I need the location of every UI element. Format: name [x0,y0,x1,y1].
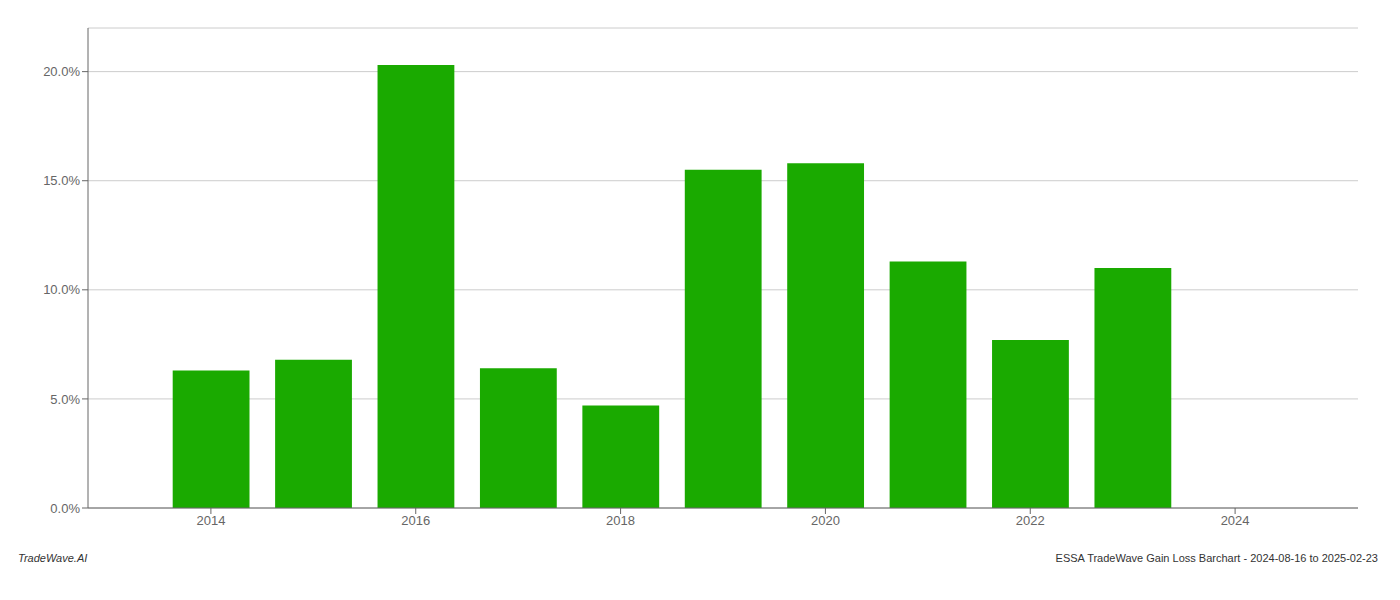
svg-text:20.0%: 20.0% [43,64,80,79]
html-text:ESSA TradeWave Gain Loss Barch: ESSA TradeWave Gain Loss Barchart - 2024… [1055,552,1378,564]
svg-text:2022: 2022 [1016,513,1045,528]
svg-text:2014: 2014 [196,513,225,528]
svg-text:2024: 2024 [1221,513,1250,528]
svg-text:0.0%: 0.0% [50,501,80,516]
html-text:TradeWave.AI: TradeWave.AI [18,552,88,564]
svg-text:10.0%: 10.0% [43,282,80,297]
svg-text:2020: 2020 [811,513,840,528]
svg-text:15.0%: 15.0% [43,173,80,188]
svg-text:2018: 2018 [606,513,635,528]
svg-text:5.0%: 5.0% [50,392,80,407]
svg-text:2016: 2016 [401,513,430,528]
